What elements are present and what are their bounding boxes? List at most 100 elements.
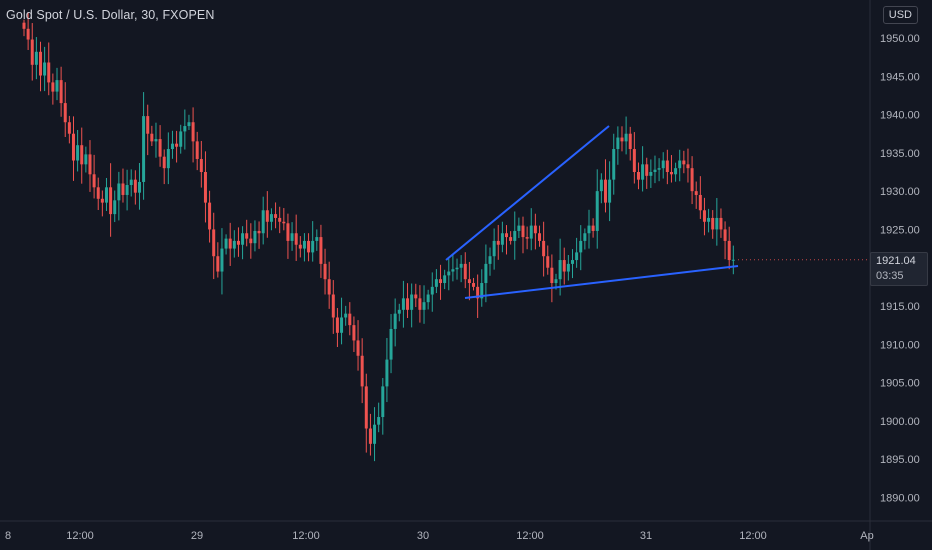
y-tick-label: 1910.00 bbox=[880, 339, 920, 351]
candle-body bbox=[694, 191, 698, 195]
candle-body bbox=[356, 340, 360, 356]
candle-body bbox=[570, 260, 574, 264]
candle-body bbox=[525, 237, 529, 239]
candle-body bbox=[480, 283, 484, 299]
candle-body bbox=[418, 298, 422, 310]
candle-body bbox=[426, 294, 430, 303]
candle-body bbox=[715, 217, 719, 230]
candle-body bbox=[496, 240, 500, 245]
y-tick-label: 1890.00 bbox=[880, 492, 920, 504]
candle-body bbox=[682, 160, 686, 165]
candle-body bbox=[723, 229, 727, 241]
candle-body bbox=[599, 179, 603, 192]
candle-body bbox=[216, 256, 220, 272]
candle-body bbox=[517, 225, 521, 231]
candle-body bbox=[352, 325, 356, 341]
candle-body bbox=[311, 240, 315, 253]
x-tick-label: 31 bbox=[640, 530, 652, 542]
candle-body bbox=[707, 217, 711, 222]
candle-body bbox=[59, 80, 63, 104]
candle-body bbox=[282, 221, 286, 224]
candle-body bbox=[620, 137, 624, 142]
candle-body bbox=[608, 179, 612, 203]
candle-body bbox=[63, 103, 67, 123]
candle-body bbox=[414, 294, 418, 299]
candle-body bbox=[183, 126, 187, 132]
candle-body bbox=[286, 223, 290, 241]
candle-body bbox=[505, 233, 509, 238]
candle-body bbox=[71, 133, 75, 161]
candle-body bbox=[241, 233, 245, 245]
candle-body bbox=[55, 80, 59, 92]
candle-body bbox=[727, 240, 731, 261]
candle-body bbox=[550, 267, 554, 284]
trendline-lower bbox=[464, 265, 739, 299]
candle-body bbox=[364, 386, 368, 429]
candle-body bbox=[302, 240, 306, 249]
candle-body bbox=[641, 164, 645, 180]
candle-body bbox=[30, 39, 34, 65]
candle-body bbox=[472, 283, 476, 287]
candle-body bbox=[228, 238, 232, 249]
candle-body bbox=[393, 313, 397, 329]
candle-body bbox=[401, 298, 405, 310]
x-tick-label: 29 bbox=[191, 530, 203, 542]
candle-body bbox=[274, 214, 278, 218]
candle-body bbox=[117, 183, 121, 201]
candle-body bbox=[26, 28, 30, 40]
candle-body bbox=[546, 256, 550, 268]
candle-body bbox=[612, 149, 616, 180]
symbol-title[interactable]: Gold Spot / U.S. Dollar, 30, FXOPEN bbox=[6, 8, 215, 22]
y-tick-label: 1905.00 bbox=[880, 378, 920, 390]
candle-body bbox=[265, 210, 269, 222]
x-tick-label: 12:00 bbox=[739, 530, 767, 542]
y-tick-label: 1935.00 bbox=[880, 148, 920, 160]
candle-body bbox=[583, 233, 587, 241]
candle-body bbox=[249, 238, 253, 244]
candle-body bbox=[92, 174, 96, 188]
candle-body bbox=[162, 156, 166, 169]
candle-body bbox=[34, 51, 38, 65]
x-tick-label: 30 bbox=[417, 530, 429, 542]
candle-body bbox=[67, 122, 71, 134]
candle-body bbox=[261, 210, 265, 234]
candle-body bbox=[509, 237, 513, 241]
candle-body bbox=[307, 240, 311, 253]
candle-body bbox=[434, 279, 438, 287]
currency-button[interactable]: USD bbox=[882, 6, 918, 24]
candle-body bbox=[674, 168, 678, 175]
candle-body bbox=[397, 309, 401, 314]
candle-body bbox=[43, 62, 47, 76]
candle-body bbox=[47, 62, 51, 83]
candle-body bbox=[170, 143, 174, 150]
candle-body bbox=[562, 260, 566, 272]
candle-body bbox=[661, 160, 665, 169]
candle-body bbox=[439, 279, 443, 284]
candle-body bbox=[484, 263, 488, 284]
candle-body bbox=[698, 194, 702, 211]
candle-body bbox=[146, 116, 150, 134]
candle-body bbox=[294, 233, 298, 245]
candle-body bbox=[76, 145, 80, 161]
candle-body bbox=[51, 82, 55, 92]
candle-body bbox=[389, 328, 393, 360]
candle-body bbox=[624, 133, 628, 142]
last-price-value: 1921.04 bbox=[876, 255, 916, 267]
y-tick-label: 1915.00 bbox=[880, 301, 920, 313]
candle-body bbox=[595, 191, 599, 231]
candle-body bbox=[430, 286, 434, 295]
candle-body bbox=[628, 133, 632, 150]
y-tick-label: 1930.00 bbox=[880, 186, 920, 198]
y-tick-label: 1945.00 bbox=[880, 71, 920, 83]
candle-body bbox=[257, 230, 261, 234]
candle-body bbox=[195, 141, 199, 159]
candle-body bbox=[410, 294, 414, 310]
candle-body bbox=[558, 260, 562, 280]
candle-body bbox=[653, 169, 657, 172]
bar-countdown: 03:35 bbox=[876, 270, 904, 282]
candle-body bbox=[603, 179, 607, 203]
x-tick-label: 8 bbox=[5, 530, 11, 542]
candle-body bbox=[360, 355, 364, 387]
